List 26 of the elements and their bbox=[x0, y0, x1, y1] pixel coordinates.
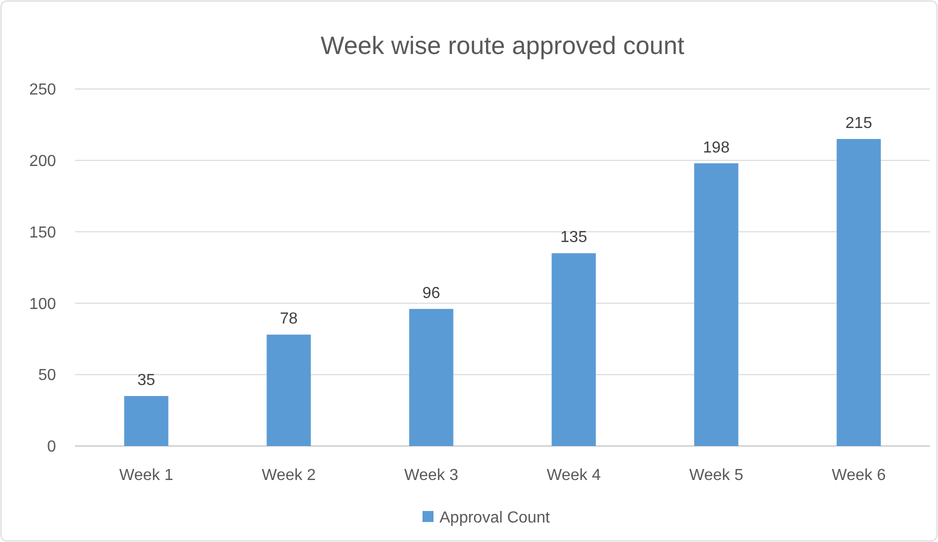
legend-label: Approval Count bbox=[440, 510, 550, 527]
y-tick-label: 200 bbox=[29, 153, 56, 170]
x-tick-label: Week 1 bbox=[119, 467, 174, 484]
data-label: 78 bbox=[280, 310, 298, 328]
chart-title: Week wise route approved count bbox=[320, 32, 684, 60]
bar bbox=[694, 163, 738, 446]
bar bbox=[409, 308, 454, 446]
y-tick-label: 50 bbox=[38, 367, 56, 384]
data-label: 96 bbox=[422, 284, 440, 302]
bar bbox=[124, 396, 168, 446]
x-tick-label: Week 3 bbox=[404, 467, 458, 484]
bar bbox=[836, 138, 881, 446]
x-tick-label: Week 2 bbox=[262, 467, 316, 484]
data-label: 215 bbox=[845, 114, 872, 132]
y-tick-label: 0 bbox=[47, 438, 56, 456]
bar bbox=[266, 334, 311, 446]
data-label: 198 bbox=[702, 139, 730, 156]
data-label: 135 bbox=[560, 229, 588, 246]
bar bbox=[552, 253, 596, 446]
x-tick-label: Week 5 bbox=[689, 467, 744, 484]
y-tick-label: 100 bbox=[29, 296, 56, 313]
x-tick-label: Week 4 bbox=[546, 467, 601, 484]
x-tick-label: Week 6 bbox=[832, 467, 886, 484]
y-tick-label: 250 bbox=[29, 82, 56, 99]
data-label: 35 bbox=[137, 372, 156, 390]
y-tick-label: 150 bbox=[29, 224, 56, 242]
